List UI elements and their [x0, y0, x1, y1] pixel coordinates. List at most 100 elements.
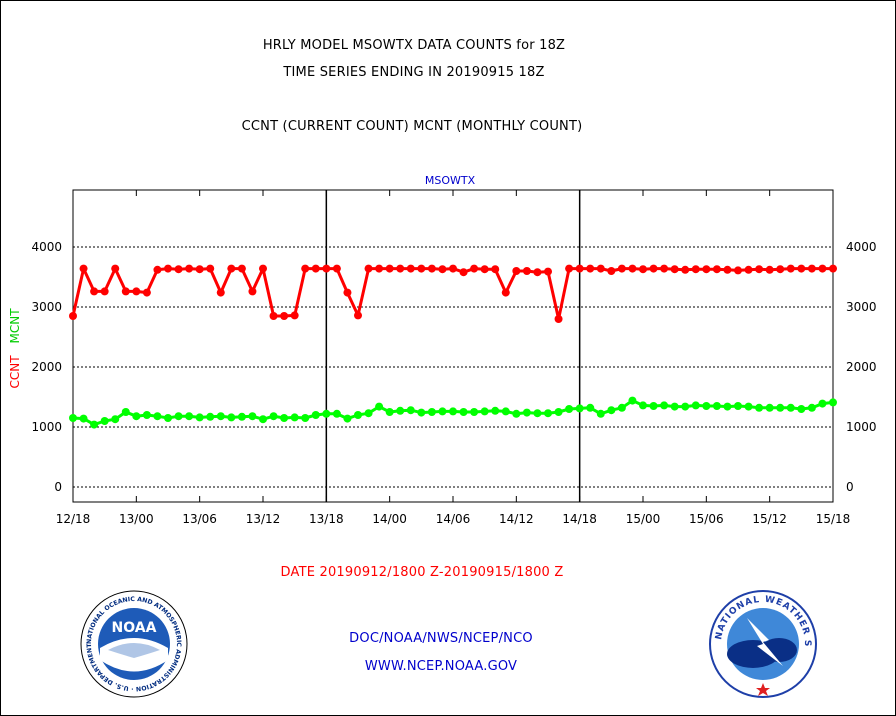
data-point-ccnt — [786, 264, 795, 273]
data-point-mcnt — [396, 406, 405, 415]
website-link[interactable]: WWW.NCEP.NOAA.GOV — [364, 659, 518, 674]
data-point-mcnt — [639, 401, 647, 410]
data-point-ccnt — [575, 264, 584, 273]
x-tick-label: 15/18 — [816, 512, 851, 526]
data-point-ccnt — [227, 264, 236, 273]
data-point-mcnt — [586, 403, 595, 412]
data-point-mcnt — [332, 409, 341, 418]
data-point-mcnt — [607, 406, 616, 415]
data-point-mcnt — [248, 412, 257, 421]
data-point-ccnt — [480, 265, 489, 274]
x-tick-label: 15/06 — [689, 512, 724, 526]
noaa-logo: NOAA NATIONAL OCEANIC AND ATMOSPHERIC AD… — [78, 588, 188, 698]
data-point-ccnt — [332, 264, 341, 273]
data-point-ccnt — [111, 264, 120, 273]
data-point-ccnt — [438, 265, 447, 274]
data-point-mcnt — [522, 408, 531, 417]
data-point-mcnt — [174, 412, 183, 421]
data-point-ccnt — [744, 265, 753, 274]
data-point-mcnt — [417, 408, 426, 417]
org-line[interactable]: DOC/NOAA/NWS/NCEP/NCO — [349, 631, 533, 646]
data-point-mcnt — [185, 412, 194, 421]
data-point-mcnt — [449, 407, 457, 416]
data-point-ccnt — [607, 267, 616, 275]
y-axis-label: CCNT MCNT — [8, 308, 22, 389]
data-point-mcnt — [807, 403, 816, 412]
data-point-mcnt — [427, 408, 436, 416]
data-point-ccnt — [195, 265, 204, 274]
data-point-ccnt — [670, 265, 679, 274]
data-point-ccnt — [343, 288, 352, 297]
data-point-mcnt — [480, 407, 489, 416]
x-tick-label: 13/12 — [246, 512, 281, 526]
date-range-label: DATE 20190912/1800 Z-20190915/1800 Z — [280, 565, 564, 580]
data-point-ccnt — [596, 264, 605, 273]
x-tick-label: 14/06 — [436, 512, 471, 526]
data-point-ccnt — [406, 264, 415, 273]
data-point-mcnt — [121, 408, 130, 416]
data-point-ccnt — [174, 265, 183, 274]
title-line-2: TIME SERIES ENDING IN 20190915 18Z — [283, 65, 545, 80]
data-point-mcnt — [776, 403, 785, 412]
data-point-mcnt — [544, 409, 552, 418]
data-point-mcnt — [734, 402, 742, 410]
data-point-ccnt — [755, 265, 764, 274]
data-point-ccnt — [586, 264, 595, 273]
data-point-ccnt — [554, 315, 563, 323]
data-point-ccnt — [639, 265, 647, 274]
data-point-mcnt — [79, 414, 88, 423]
x-tick-label: 13/06 — [182, 512, 217, 526]
data-point-ccnt — [248, 287, 257, 296]
y-tick-label-right: 3000 — [846, 300, 877, 314]
data-point-mcnt — [354, 411, 362, 419]
data-point-ccnt — [512, 267, 521, 275]
data-point-ccnt — [691, 265, 700, 274]
data-point-ccnt — [216, 288, 225, 297]
data-point-ccnt — [269, 312, 278, 320]
data-point-ccnt — [121, 287, 130, 296]
noaa-logo-text: NOAA — [112, 620, 157, 636]
data-point-mcnt — [100, 417, 109, 425]
data-point-mcnt — [375, 402, 384, 411]
data-point-ccnt — [829, 264, 837, 273]
y-tick-label-left: 3000 — [31, 300, 62, 314]
data-point-mcnt — [470, 408, 479, 416]
data-point-mcnt — [364, 409, 373, 418]
data-point-mcnt — [280, 414, 289, 422]
data-point-ccnt — [522, 267, 531, 275]
data-point-mcnt — [628, 396, 637, 405]
y-tick-label-left: 0 — [54, 480, 62, 494]
data-point-ccnt — [132, 287, 141, 296]
data-point-ccnt — [491, 265, 500, 274]
data-point-mcnt — [406, 406, 415, 415]
data-point-mcnt — [290, 413, 299, 422]
data-point-mcnt — [797, 405, 806, 413]
data-point-mcnt — [681, 402, 690, 411]
y-label-ccnt: CCNT — [8, 355, 22, 389]
data-point-mcnt — [269, 412, 278, 421]
y-tick-label-right: 2000 — [846, 360, 877, 374]
data-point-ccnt — [459, 268, 468, 277]
data-point-mcnt — [491, 406, 500, 415]
data-point-ccnt — [322, 264, 331, 273]
data-point-mcnt — [216, 412, 225, 421]
y-tick-label-right: 1000 — [846, 420, 877, 434]
data-point-ccnt — [649, 264, 658, 273]
data-point-ccnt — [544, 267, 552, 276]
data-point-mcnt — [501, 407, 510, 416]
data-point-mcnt — [164, 414, 172, 422]
data-point-ccnt — [565, 264, 574, 273]
data-point-mcnt — [90, 420, 99, 429]
data-point-ccnt — [301, 264, 310, 273]
data-point-mcnt — [649, 402, 658, 410]
data-point-ccnt — [364, 264, 373, 273]
data-point-mcnt — [69, 414, 77, 422]
data-point-mcnt — [301, 414, 310, 422]
data-point-ccnt — [280, 312, 289, 320]
data-point-ccnt — [533, 268, 542, 277]
data-point-mcnt — [153, 412, 162, 421]
data-point-mcnt — [438, 407, 447, 416]
data-point-mcnt — [343, 414, 352, 423]
data-point-mcnt — [111, 415, 120, 424]
